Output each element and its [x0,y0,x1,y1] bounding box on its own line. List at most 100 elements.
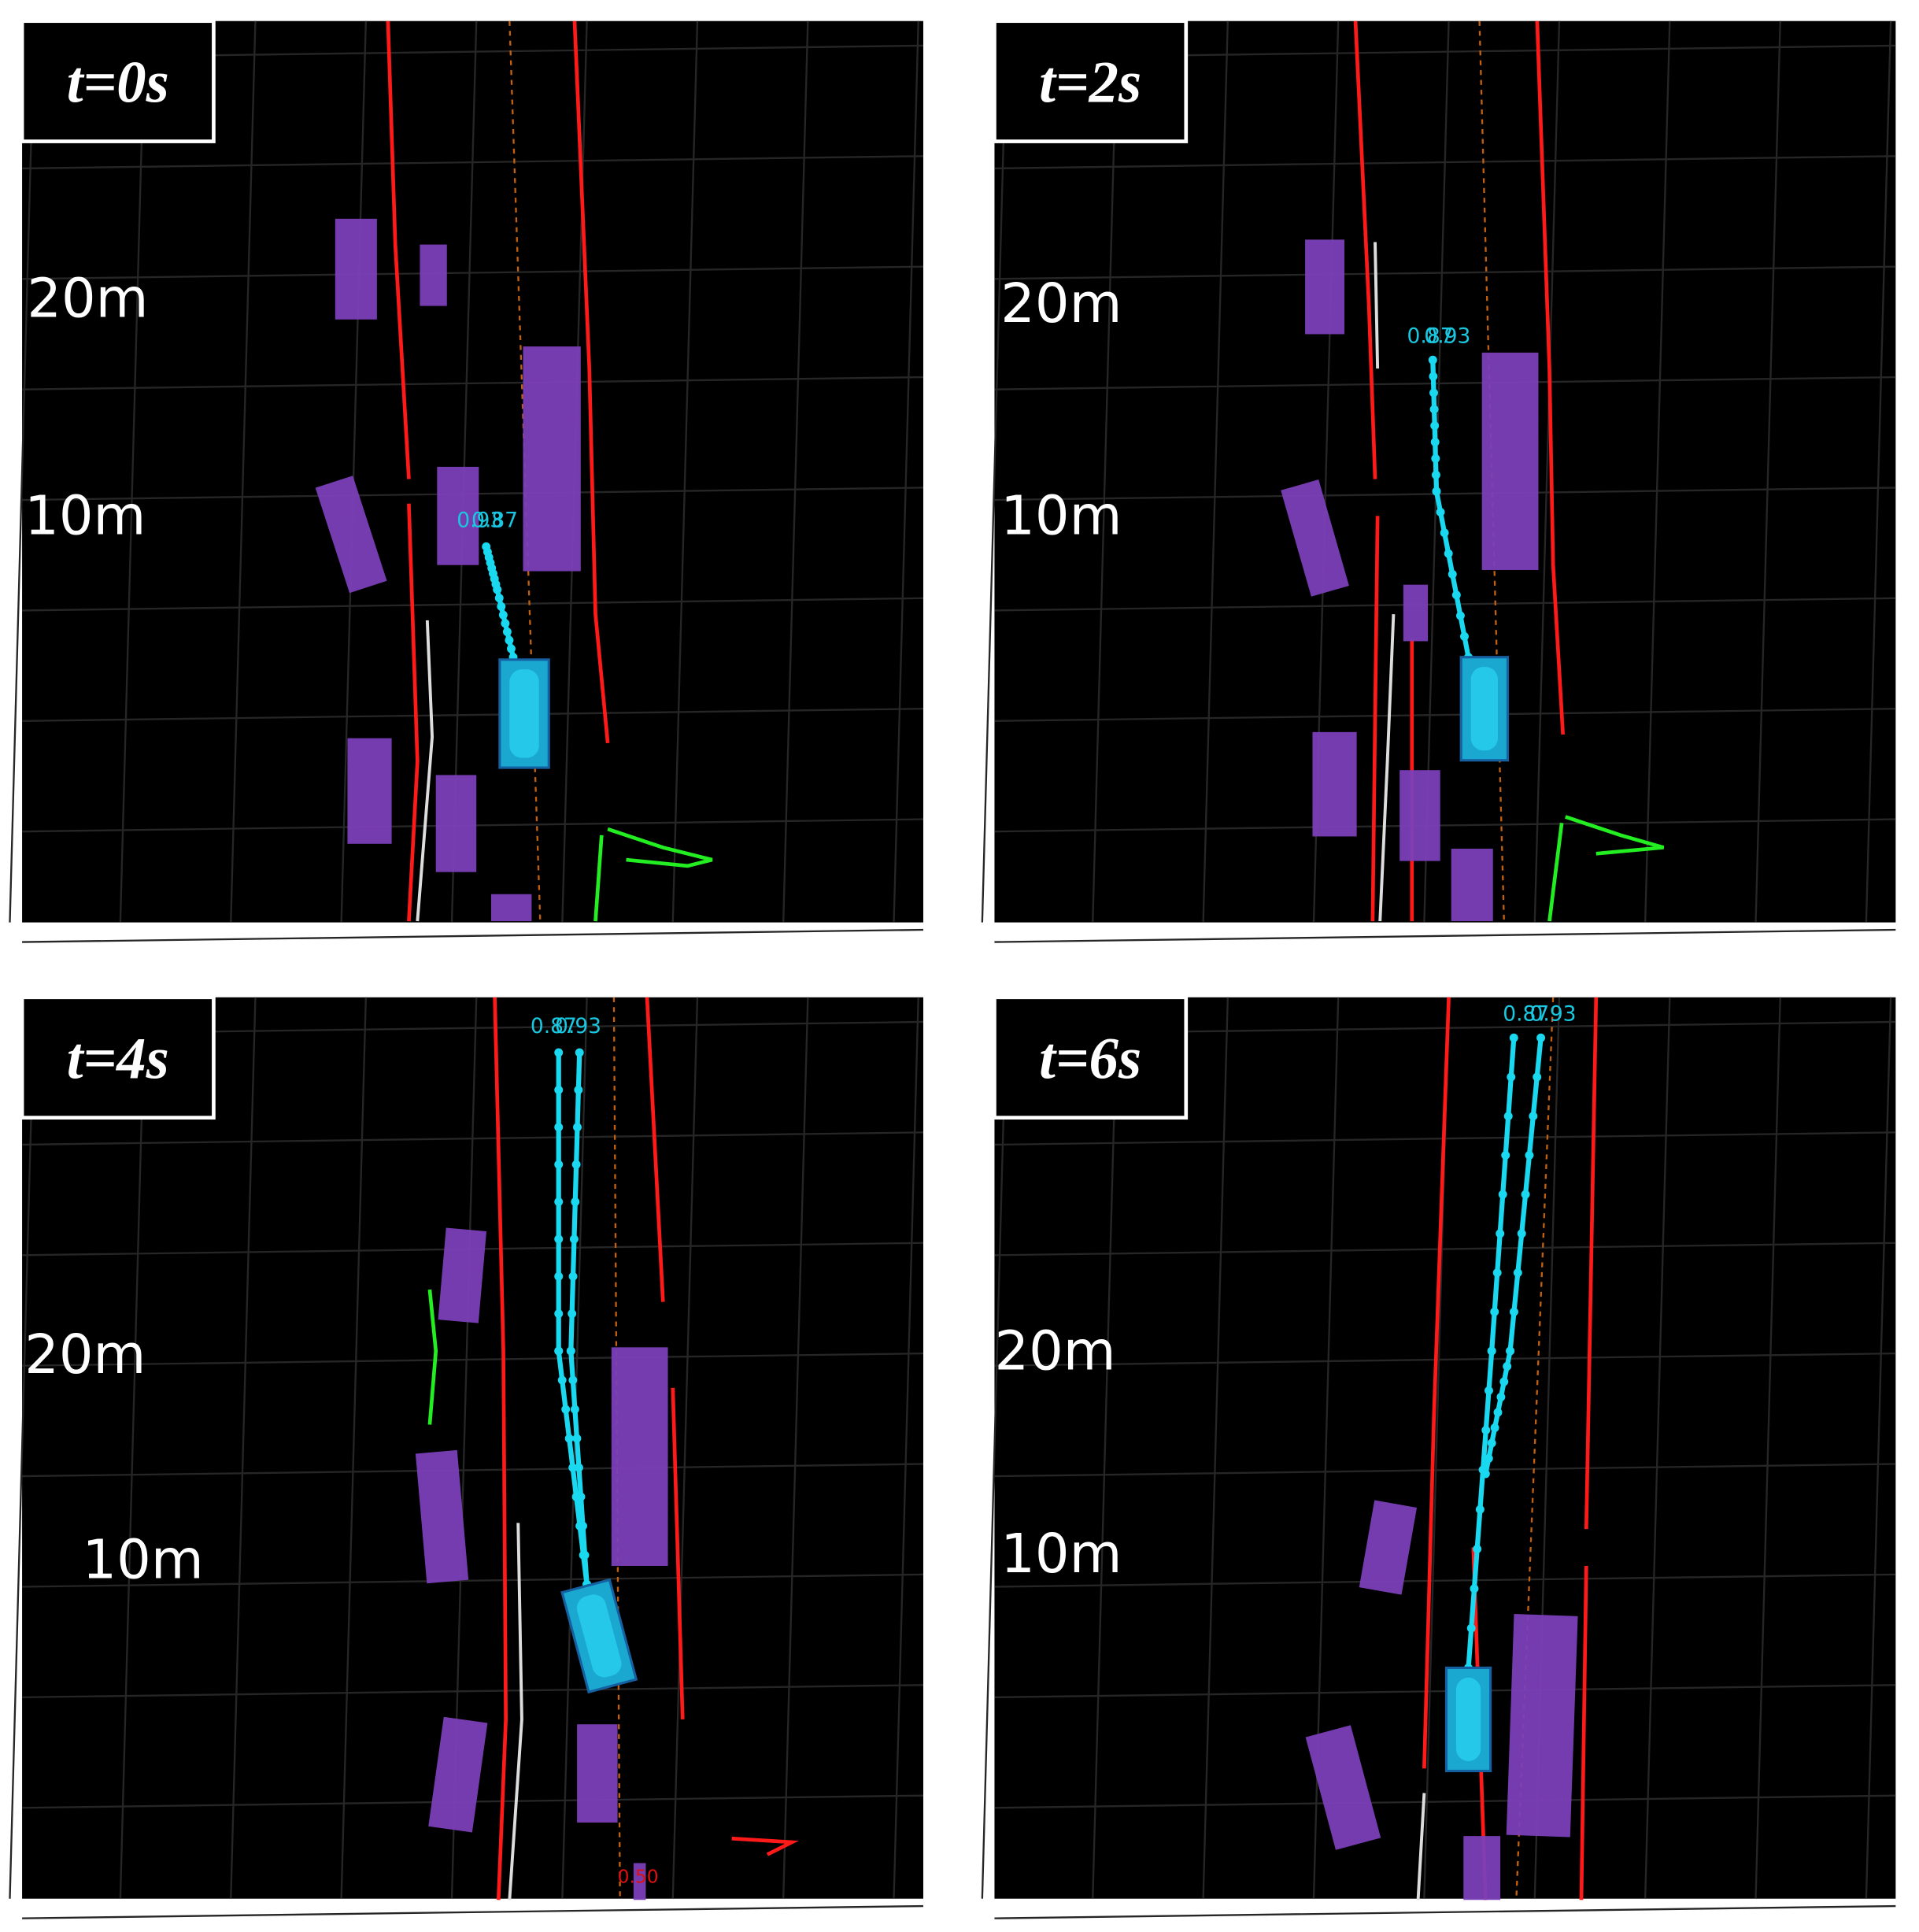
trajectory-score: 0.93 [555,1014,601,1038]
ground-grid [22,928,924,943]
vehicle-box [1305,1725,1381,1850]
distance-label: 10m [1000,485,1122,548]
ground-grid [119,997,146,1899]
ground-grid [9,20,35,923]
trajectory-point [554,1160,564,1169]
curb-line [508,1523,523,1901]
trajectory-point [1431,453,1440,463]
trajectory-score: 0.93 [1530,1001,1577,1026]
trajectory-point [1429,388,1438,398]
trajectory-point [568,1375,578,1385]
trajectory-score: 0.93 [1424,324,1470,348]
trajectory-point [1475,1505,1485,1514]
vehicle-box [1506,1614,1578,1838]
vehicle-box [1481,352,1539,570]
ego-vehicle [1459,656,1510,762]
trajectory-score: 0.87 [471,508,518,532]
vehicle-box [347,738,392,844]
trajectory-point [574,1463,583,1472]
ground-grid [22,1352,924,1367]
trajectory-point [572,1434,582,1443]
trajectory-point [1444,549,1453,558]
ground-grid [22,1573,924,1588]
road-boundary [1535,20,1565,735]
vehicle-box [1359,1500,1418,1595]
trajectory-point [1490,1307,1499,1316]
trajectory-point [574,1085,583,1094]
road-boundary [493,997,508,1901]
ground-grid [893,997,919,1899]
panel: t=0s 20m 10m 0.930.87 [9,19,924,943]
lane-center [1478,20,1505,922]
curb-line [1416,1793,1426,1901]
trajectory-point [554,1346,564,1356]
ego-body [576,1594,622,1678]
ground-grid [981,20,1008,923]
vehicle-box [437,466,479,565]
ground-grid [230,20,257,923]
ground-grid [994,1242,1896,1257]
ground-grid [1202,997,1229,1899]
ground-grid [1202,20,1229,923]
curb-line [416,620,434,922]
trajectory-point [580,1550,590,1560]
ground-grid [9,997,35,1899]
trajectory-point [1496,1393,1506,1401]
vehicle-box [435,775,477,872]
trajectory-point [1481,1469,1490,1479]
trajectory-point [501,619,510,628]
trajectory-point [1501,1150,1510,1160]
trajectory-point [1492,1268,1502,1278]
ego-vehicle [1444,1666,1492,1773]
panel: t=6s 20m 10m 0.870.93 [981,995,1896,1919]
ground-grid [782,997,809,1899]
ground-grid [22,708,924,722]
object-label: 0.50 [618,1865,659,1887]
ground-grid [22,1904,924,1919]
ground-grid [994,928,1896,943]
trajectory-point [1473,1545,1482,1553]
ground-grid [994,376,1896,390]
ground-grid [994,1794,1896,1809]
static-obstacle [427,1289,438,1425]
trajectory-point [1470,1584,1479,1593]
ground-grid [1644,997,1671,1899]
vehicle-box [335,218,377,320]
trajectory-point [1509,1033,1518,1042]
trajectory-point [1430,421,1440,431]
trajectory-point [571,1197,580,1206]
trajectory-score: 0.87 [1407,324,1454,348]
vehicle-box [428,1716,488,1833]
ground-grid [994,265,1896,280]
trajectory-point [502,627,512,636]
distance-label: 10m [83,1529,204,1592]
curb-line [1374,242,1380,369]
time-label-box [993,995,1189,1120]
ground-grid [782,20,809,923]
trajectory-point [566,1346,575,1356]
lane-center [612,997,621,1901]
ground-grid [22,265,924,280]
trajectory-point [1498,1190,1507,1199]
ground-grid [230,997,257,1899]
distance-label: 10m [1000,1523,1122,1586]
ground-grid [981,997,1008,1899]
trajectory-point [1460,631,1469,641]
ground-grid [340,997,367,1899]
trajectory-point [564,1434,574,1443]
road-boundary [407,503,420,922]
road-boundary [386,20,411,479]
vehicle-box [438,1227,487,1323]
trajectory-point [554,1197,564,1206]
vehicle-box [1281,479,1349,597]
vehicle-box [490,894,532,922]
vehicle-box [1451,849,1493,922]
ground-grid [994,597,1896,612]
ground-grid [671,997,699,1899]
ego-body [1455,1677,1481,1761]
road-boundary [645,997,665,1302]
distance-label: 20m [24,1323,146,1386]
vehicle-box [315,476,387,594]
time-label: t=4s [67,1027,169,1092]
trajectory-point [1493,1408,1503,1417]
